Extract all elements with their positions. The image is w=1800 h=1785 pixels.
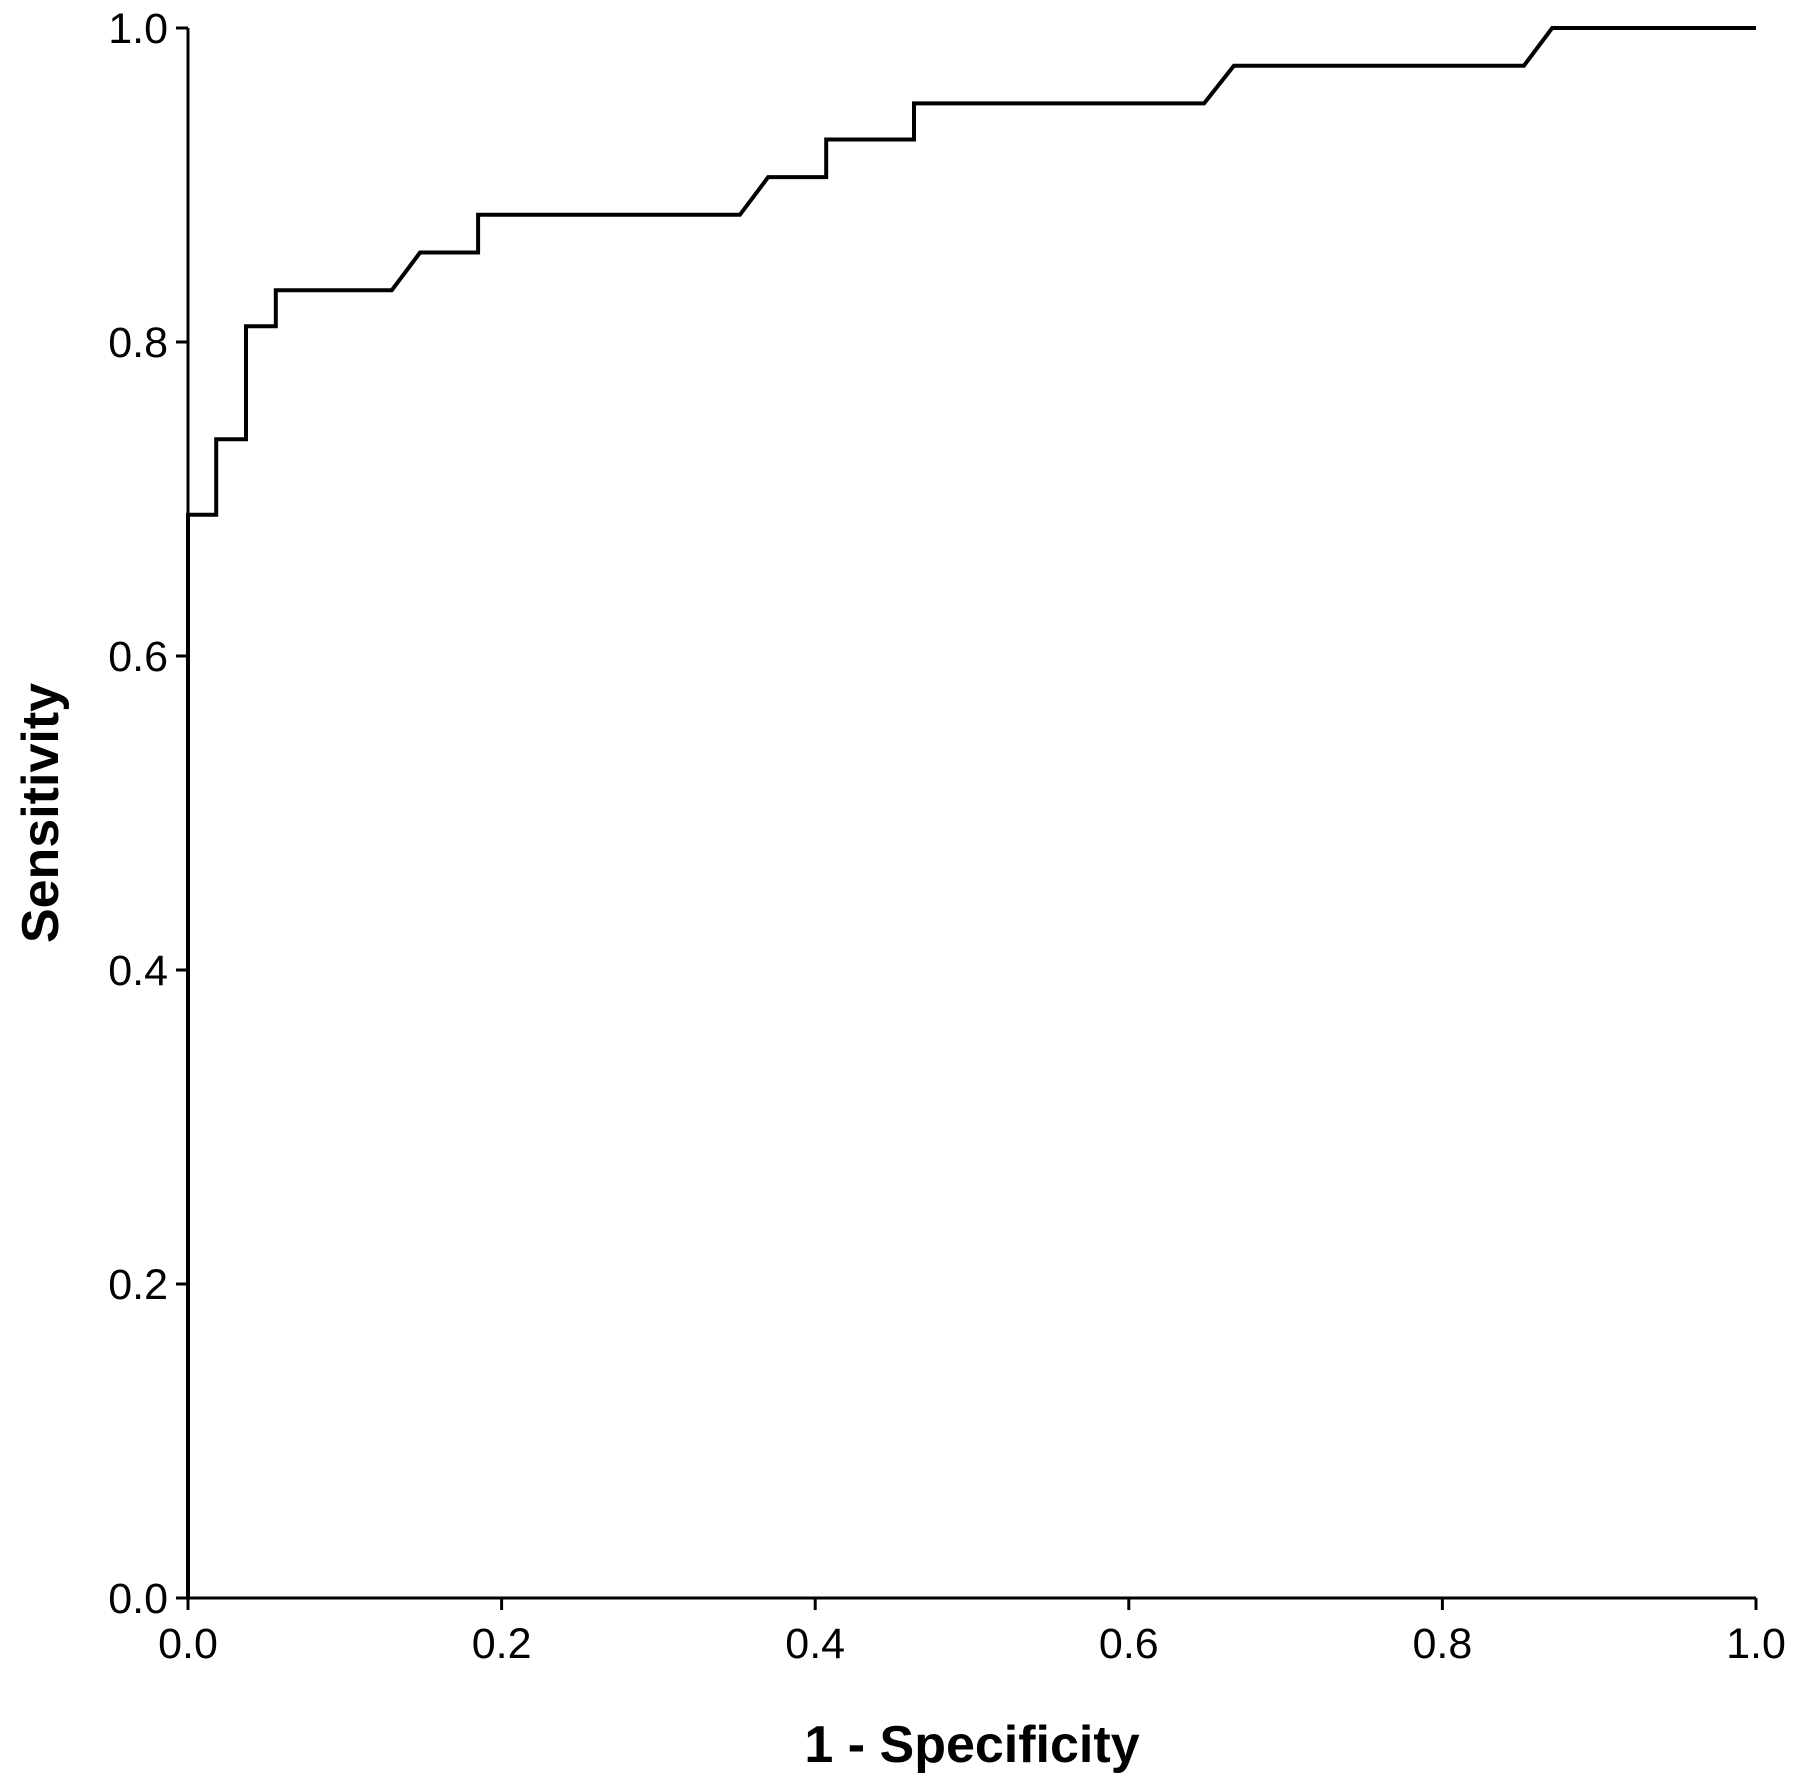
y-tick-label: 0.2 <box>108 1261 168 1309</box>
y-axis-title: Sensitivity <box>12 683 70 943</box>
x-tick-label: 0.2 <box>472 1620 532 1668</box>
x-tick-label: 0.6 <box>1099 1620 1159 1668</box>
y-tick-label: 0.6 <box>108 633 168 681</box>
y-tick-label: 0.0 <box>108 1575 168 1623</box>
y-tick-label: 1.0 <box>108 5 168 53</box>
y-tick-label: 0.8 <box>108 319 168 367</box>
x-tick-label: 0.8 <box>1413 1620 1473 1668</box>
x-axis-title: 1 - Specificity <box>804 1716 1139 1774</box>
x-tick-label: 0.0 <box>158 1620 218 1668</box>
x-tick-label: 0.4 <box>785 1620 845 1668</box>
series <box>186 26 1756 1598</box>
roc-curve <box>186 26 1756 1598</box>
ticks: 0.0 0.2 0.4 0.6 0.8 1.0 0.0 0.2 0.4 0.6 0.8 1.0 <box>108 5 1786 1668</box>
x-tick-label: 1.0 <box>1726 1620 1786 1668</box>
y-tick-label: 0.4 <box>108 947 168 995</box>
axes <box>186 28 1756 1600</box>
